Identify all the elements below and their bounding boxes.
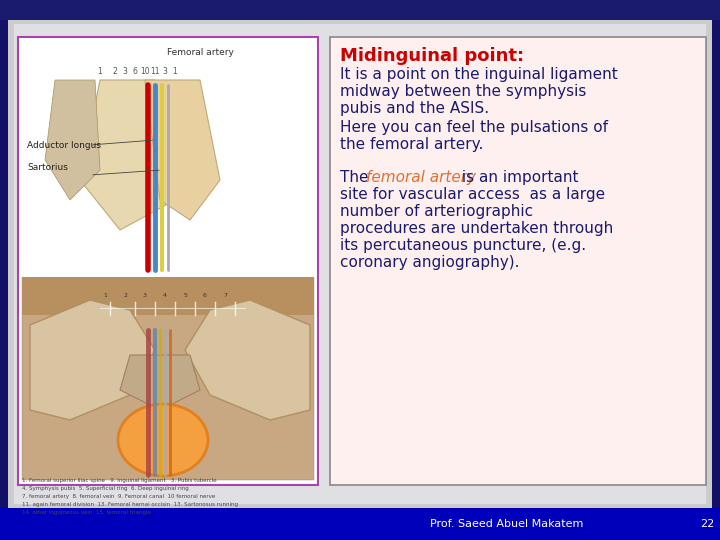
Text: the femoral artery.: the femoral artery. bbox=[340, 137, 483, 152]
Text: 1: 1 bbox=[98, 67, 102, 76]
Text: 4. Symphysis pubis  5. Superficial ring  6. Deep inguinal ring: 4. Symphysis pubis 5. Superficial ring 6… bbox=[22, 486, 189, 491]
Text: 6: 6 bbox=[203, 293, 207, 298]
Text: site for vascular access  as a large: site for vascular access as a large bbox=[340, 187, 605, 202]
Text: 3: 3 bbox=[122, 67, 127, 76]
Text: Adductor longus: Adductor longus bbox=[27, 140, 101, 150]
Text: 2: 2 bbox=[112, 67, 117, 76]
Text: its percutaneous puncture, (e.g.: its percutaneous puncture, (e.g. bbox=[340, 238, 586, 253]
Text: 11. again femoral division  13. Femoral hernai occisin  13. Sartonosus running: 11. again femoral division 13. Femoral h… bbox=[22, 502, 238, 507]
Text: Midinguinal point:: Midinguinal point: bbox=[340, 47, 524, 65]
Text: Prof. Saeed Abuel Makatem: Prof. Saeed Abuel Makatem bbox=[430, 519, 583, 529]
Text: The: The bbox=[340, 170, 374, 185]
Polygon shape bbox=[30, 300, 155, 420]
Text: 1: 1 bbox=[173, 67, 177, 76]
Text: 3: 3 bbox=[143, 293, 147, 298]
Bar bbox=[14, 24, 706, 504]
Text: midway between the symphysis: midway between the symphysis bbox=[340, 84, 586, 99]
Bar bbox=[0, 0, 720, 20]
Bar bbox=[0, 508, 720, 540]
Text: 6: 6 bbox=[132, 67, 138, 76]
Polygon shape bbox=[45, 80, 100, 200]
Text: Here you can feel the pulsations of: Here you can feel the pulsations of bbox=[340, 120, 608, 135]
Text: 1: 1 bbox=[103, 293, 107, 298]
Text: 5: 5 bbox=[183, 293, 187, 298]
Text: femoral artery: femoral artery bbox=[366, 170, 476, 185]
Text: Femoral artery: Femoral artery bbox=[166, 48, 233, 57]
FancyBboxPatch shape bbox=[18, 37, 318, 485]
Text: It is a point on the inguinal ligament: It is a point on the inguinal ligament bbox=[340, 67, 618, 82]
Text: is an important: is an important bbox=[457, 170, 578, 185]
Text: number of arteriographic: number of arteriographic bbox=[340, 204, 533, 219]
Text: 22: 22 bbox=[700, 519, 714, 529]
Polygon shape bbox=[185, 300, 310, 420]
Text: coronary angiography).: coronary angiography). bbox=[340, 255, 520, 270]
Polygon shape bbox=[145, 80, 220, 220]
Bar bbox=[330, 37, 706, 485]
Bar bbox=[0, 20, 8, 508]
Polygon shape bbox=[80, 80, 175, 230]
Text: Sartorius: Sartorius bbox=[27, 163, 68, 172]
Text: 11: 11 bbox=[150, 67, 160, 76]
Bar bbox=[22, 43, 314, 275]
Text: 14. other inguineous vein  15. femoral triangle: 14. other inguineous vein 15. femoral tr… bbox=[22, 510, 151, 515]
Bar bbox=[22, 277, 314, 315]
Bar bbox=[22, 278, 314, 480]
Bar bbox=[712, 20, 720, 508]
Text: 1. Femoral superior iliac spine   9. Inguinal ligament   3. Pubis tubercle: 1. Femoral superior iliac spine 9. Ingui… bbox=[22, 478, 217, 483]
Text: 10: 10 bbox=[140, 67, 150, 76]
Text: 7: 7 bbox=[223, 293, 227, 298]
Text: 7. femoral artery  8. femoral vein  9. Femoral canal  10 femoral nerve: 7. femoral artery 8. femoral vein 9. Fem… bbox=[22, 494, 215, 499]
Text: 4: 4 bbox=[163, 293, 167, 298]
Ellipse shape bbox=[118, 404, 208, 476]
Text: procedures are undertaken through: procedures are undertaken through bbox=[340, 221, 613, 236]
Text: pubis and the ASIS.: pubis and the ASIS. bbox=[340, 101, 489, 116]
Text: 3: 3 bbox=[163, 67, 168, 76]
Polygon shape bbox=[120, 355, 200, 410]
Text: 2: 2 bbox=[123, 293, 127, 298]
